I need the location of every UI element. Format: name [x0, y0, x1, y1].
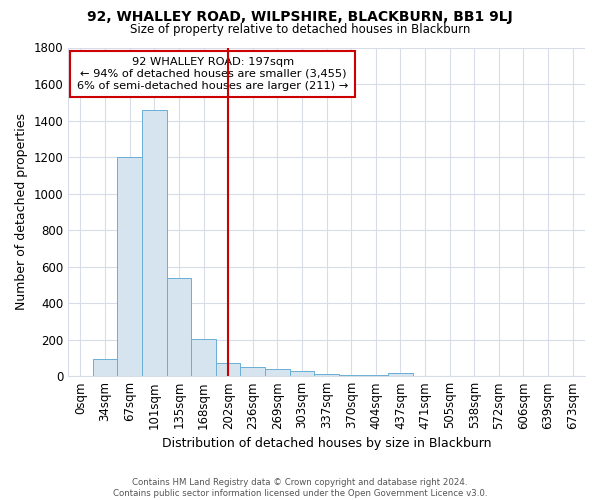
Text: Size of property relative to detached houses in Blackburn: Size of property relative to detached ho… [130, 22, 470, 36]
Bar [265, 369, 290, 376]
Bar [142, 110, 167, 376]
Bar [339, 374, 364, 376]
Text: Contains HM Land Registry data © Crown copyright and database right 2024.
Contai: Contains HM Land Registry data © Crown c… [113, 478, 487, 498]
Bar [167, 278, 191, 376]
Bar [216, 364, 241, 376]
Bar [93, 359, 118, 376]
X-axis label: Distribution of detached houses by size in Blackburn: Distribution of detached houses by size … [162, 437, 491, 450]
Text: 92 WHALLEY ROAD: 197sqm
← 94% of detached houses are smaller (3,455)
6% of semi-: 92 WHALLEY ROAD: 197sqm ← 94% of detache… [77, 58, 349, 90]
Bar [290, 371, 314, 376]
Bar [191, 338, 216, 376]
Text: 92, WHALLEY ROAD, WILPSHIRE, BLACKBURN, BB1 9LJ: 92, WHALLEY ROAD, WILPSHIRE, BLACKBURN, … [87, 10, 513, 24]
Bar [314, 374, 339, 376]
Bar [388, 373, 413, 376]
Bar [241, 368, 265, 376]
Y-axis label: Number of detached properties: Number of detached properties [15, 114, 28, 310]
Bar [118, 157, 142, 376]
